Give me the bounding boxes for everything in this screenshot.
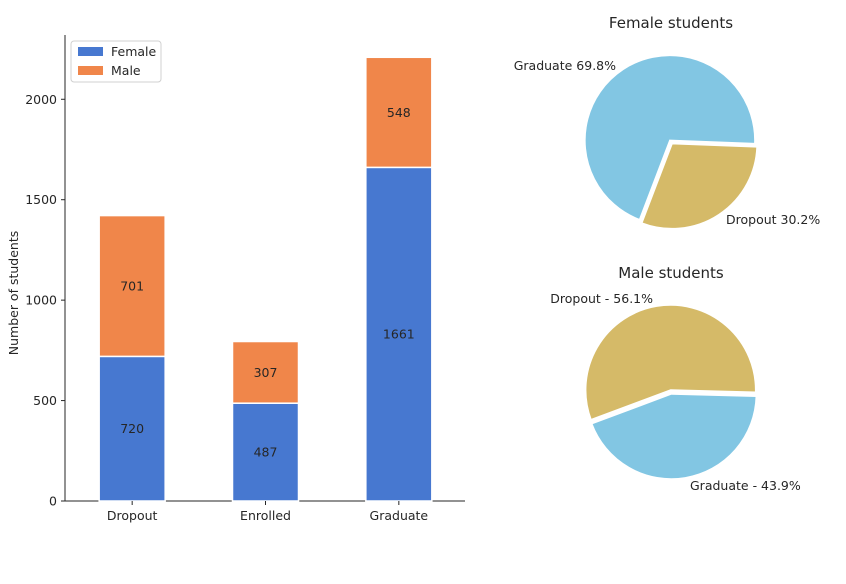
- pie-male-slice-label-1: Graduate - 43.9%: [690, 478, 801, 493]
- pie-female-slice-graduate-69-8: [584, 54, 756, 221]
- pie-male-slice-dropout-56-1: [584, 304, 757, 421]
- pie-female-slice-dropout-30-2: [640, 142, 758, 230]
- bar-dropout-male: [98, 214, 166, 358]
- y-tick-label: 1500: [25, 192, 57, 207]
- pie-female-slice-label-1: Dropout 30.2%: [726, 212, 820, 227]
- bar-label-dropout-female: 720: [120, 421, 144, 436]
- bar-label-enrolled-female: 487: [254, 445, 278, 460]
- bar-label-graduate-male: 548: [387, 105, 411, 120]
- bar-enrolled-female: [231, 402, 300, 502]
- bar-label-dropout-male: 701: [120, 278, 144, 293]
- y-tick-label: 2000: [25, 92, 57, 107]
- y-tick-label: 1000: [25, 293, 57, 308]
- y-tick-label: 0: [49, 494, 57, 509]
- legend-label-male: Male: [111, 63, 141, 78]
- bar-label-graduate-female: 1661: [383, 327, 415, 342]
- male-pie-title: Male students: [618, 264, 724, 282]
- pie-female-slice-label-0: Graduate 69.8%: [514, 58, 616, 73]
- legend-swatch-male: [78, 66, 103, 75]
- x-tick-label-enrolled: Enrolled: [240, 508, 291, 523]
- bar-graduate-male: [365, 56, 433, 169]
- x-tick-label-graduate: Graduate: [370, 508, 429, 523]
- male-pie-chart: Male students Dropout - 56.1% Graduate - …: [550, 264, 801, 493]
- y-axis-label: Number of students: [6, 231, 21, 356]
- bar-enrolled-male: [231, 340, 300, 404]
- x-tick-label-dropout: Dropout: [107, 508, 158, 523]
- female-pie-title: Female students: [609, 14, 733, 32]
- bar-label-enrolled-male: 307: [254, 365, 278, 380]
- legend-label-female: Female: [111, 44, 157, 59]
- legend: Female Male: [70, 40, 162, 83]
- female-pie-chart: Female students Graduate 69.8% Dropout 30…: [514, 14, 820, 230]
- pie-male-slice-label-0: Dropout - 56.1%: [550, 291, 653, 306]
- stacked-bar-chart: 0 500 1000 1500 2000 Number of students 720 701…: [6, 35, 465, 523]
- y-tick-label: 500: [33, 393, 57, 408]
- pie-male-slice-graduate-43-9: [590, 393, 758, 480]
- legend-swatch-female: [78, 47, 103, 56]
